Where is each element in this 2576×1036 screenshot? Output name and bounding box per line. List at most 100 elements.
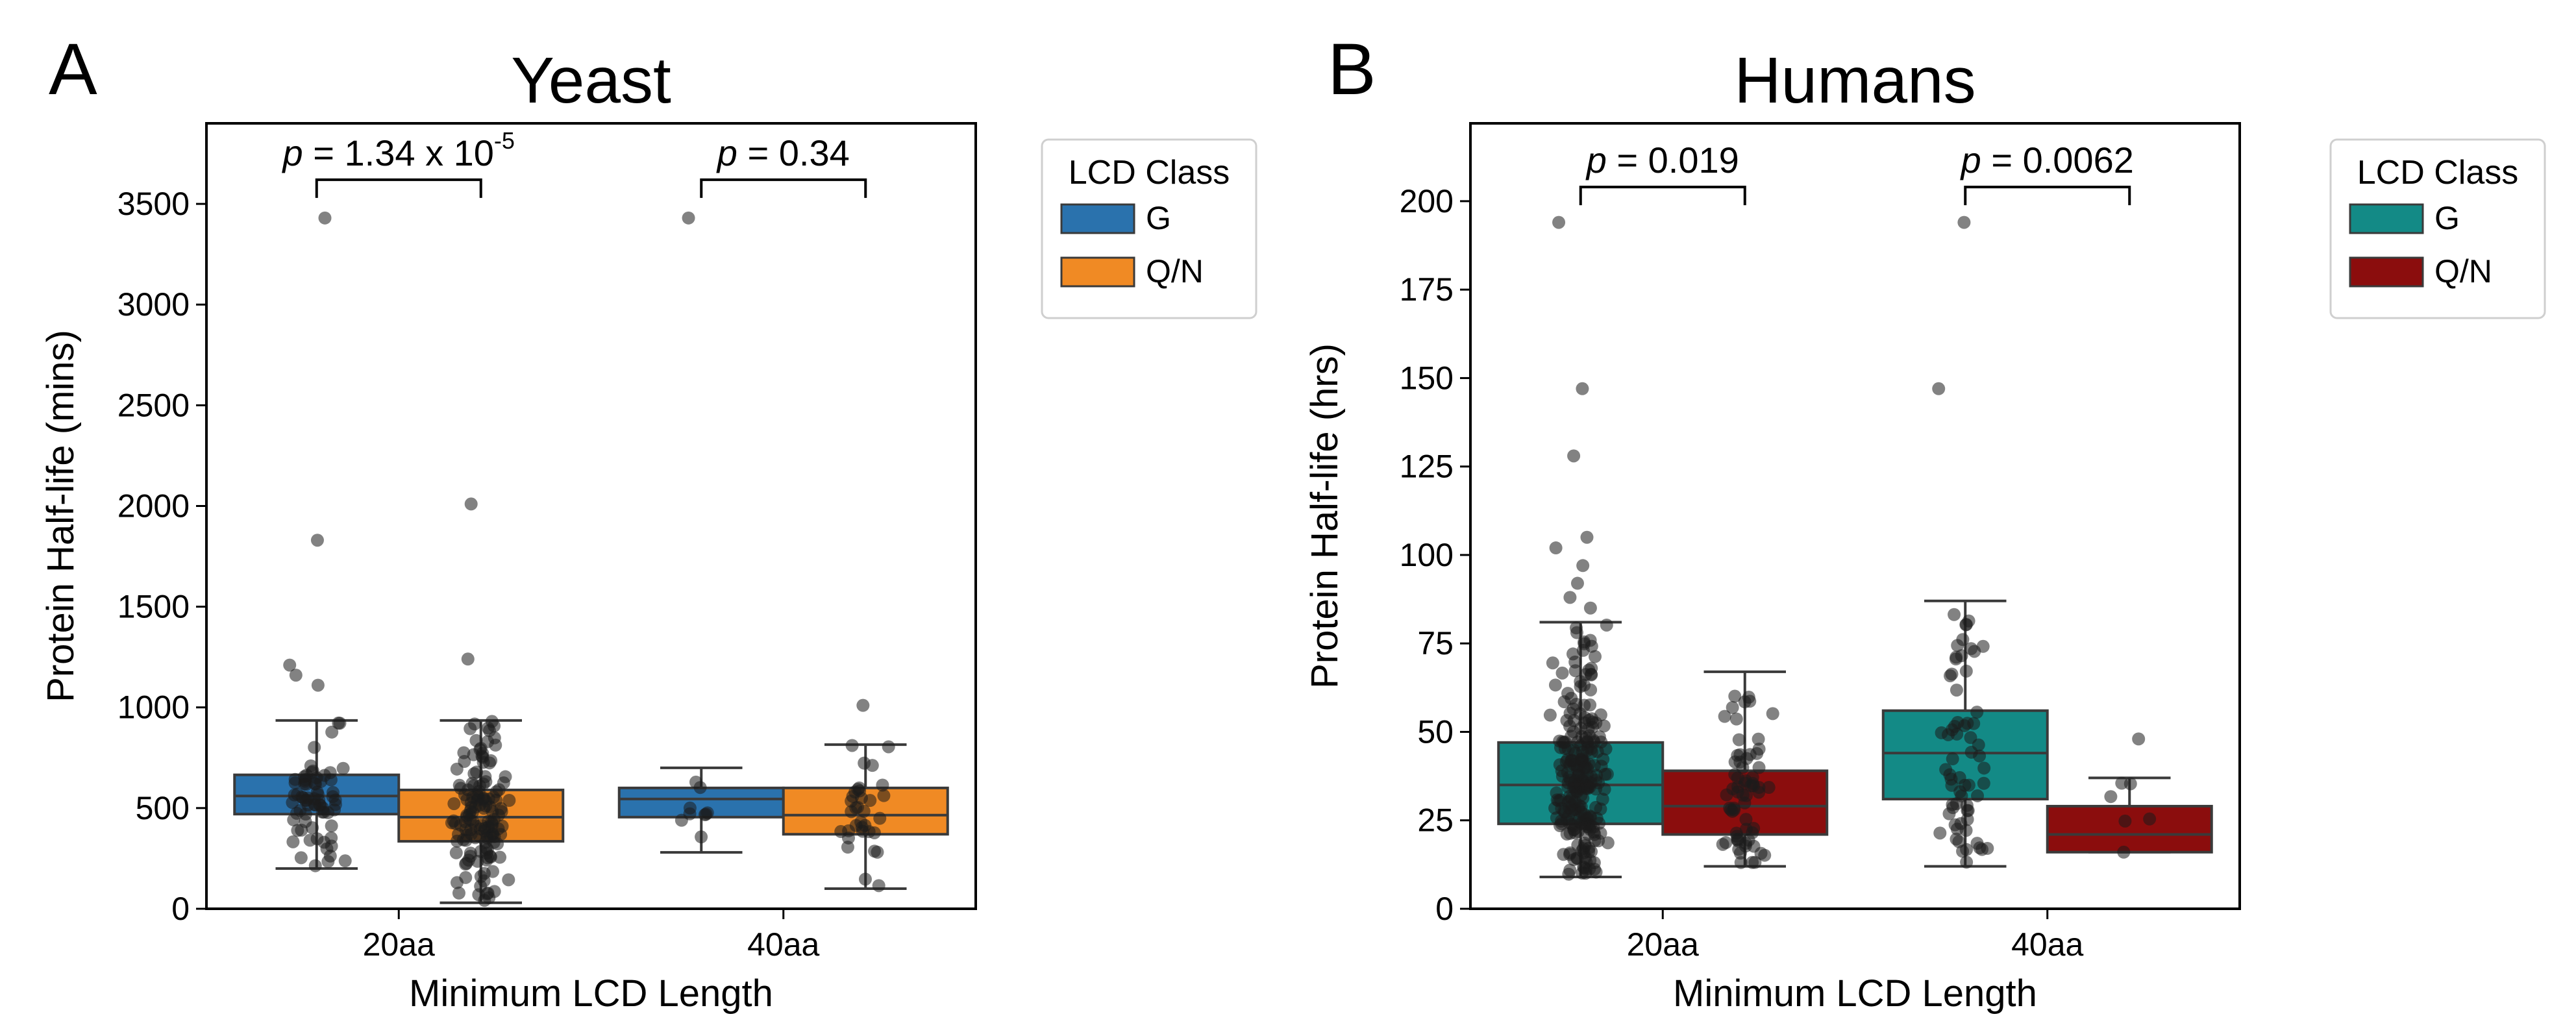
box-qn-20aa — [397, 497, 565, 907]
data-point — [1592, 834, 1605, 848]
data-point — [1583, 601, 1597, 615]
data-point — [308, 741, 321, 754]
data-point — [699, 808, 713, 821]
data-point — [1578, 678, 1591, 692]
data-point — [1588, 650, 1602, 663]
data-point — [1565, 730, 1578, 743]
y-tick-label: 3000 — [118, 286, 190, 323]
data-point — [1948, 818, 1962, 832]
data-point — [858, 872, 872, 886]
data-point — [467, 779, 480, 793]
data-point — [689, 775, 702, 789]
y-tick-label: 150 — [1400, 360, 1454, 396]
data-point — [450, 876, 464, 889]
y-tick-label: 1000 — [118, 689, 190, 726]
legend-swatch-qn — [1060, 256, 1135, 288]
data-point — [291, 824, 304, 837]
data-point — [1563, 706, 1577, 720]
data-point — [477, 874, 491, 887]
data-point — [1946, 798, 1959, 811]
data-point — [1562, 801, 1576, 815]
legend-entry-label: Q/N — [1146, 253, 1204, 290]
data-point — [1726, 700, 1739, 714]
data-point — [877, 789, 891, 802]
data-point — [1567, 449, 1581, 463]
data-point — [502, 873, 515, 887]
p-value-label: p = 0.0062 — [1960, 140, 2134, 180]
data-point — [464, 497, 478, 511]
data-point — [484, 850, 497, 864]
data-point — [464, 722, 477, 735]
p-value-text: = 0.0062 — [1981, 140, 2134, 180]
data-point — [682, 211, 695, 225]
panel-label: A — [49, 29, 97, 110]
data-point — [856, 698, 870, 712]
data-point — [2118, 814, 2132, 828]
data-point — [449, 846, 463, 859]
y-tick-label: 200 — [1400, 183, 1454, 219]
x-tick-label: 40aa — [747, 926, 819, 963]
y-tick-label: 175 — [1400, 271, 1454, 308]
data-point — [863, 794, 877, 808]
legend-swatch-g — [1060, 203, 1135, 234]
data-point — [467, 767, 481, 780]
data-point — [1748, 856, 1762, 869]
data-point — [299, 808, 312, 821]
legend: LCD Class G Q/N — [2329, 138, 2546, 319]
data-point — [1594, 802, 1607, 816]
data-point — [1959, 664, 1973, 678]
box-g-20aa — [233, 211, 401, 872]
data-point — [289, 669, 303, 682]
data-point — [1977, 776, 1990, 790]
data-point — [1577, 761, 1591, 775]
data-point — [857, 804, 871, 818]
data-point — [1952, 835, 1966, 848]
data-point — [1933, 826, 1947, 840]
y-tick-label: 2000 — [118, 487, 190, 524]
p-value-text: = 0.34 — [737, 132, 850, 173]
data-point — [308, 859, 322, 872]
data-point — [325, 819, 338, 833]
data-point — [1968, 645, 1981, 658]
data-point — [474, 845, 488, 858]
data-point — [1568, 782, 1582, 795]
data-point — [1977, 761, 1991, 775]
legend-swatch-qn — [2349, 256, 2424, 288]
data-point — [464, 827, 478, 841]
x-axis-label: Minimum LCD Length — [1673, 972, 2037, 1015]
legend-title: LCD Class — [1069, 154, 1230, 191]
data-point — [2143, 812, 2157, 826]
data-point — [481, 735, 495, 748]
data-point — [310, 534, 324, 547]
data-point — [447, 814, 460, 828]
data-point — [1950, 684, 1963, 697]
data-point — [1739, 837, 1753, 850]
p-value-label: p = 0.019 — [1585, 140, 1739, 180]
data-point — [310, 832, 324, 846]
data-point — [461, 652, 475, 666]
data-point — [1716, 837, 1729, 851]
data-point — [1739, 813, 1753, 826]
p-symbol: p — [1960, 140, 1981, 180]
data-point — [1953, 785, 1967, 798]
legend: LCD Class G Q/N — [1041, 138, 1257, 319]
data-point — [1574, 817, 1588, 830]
data-point — [1962, 778, 1975, 792]
data-point — [1549, 541, 1563, 555]
data-point — [1935, 726, 1948, 739]
p-value-annotation-20aa: p = 1.34 x 10-5 — [282, 127, 515, 198]
data-point — [1580, 731, 1594, 745]
p-symbol: p — [1585, 140, 1607, 180]
y-tick-label: 75 — [1417, 625, 1454, 661]
data-point — [1743, 748, 1757, 761]
data-point — [318, 211, 332, 225]
data-point — [1945, 667, 1959, 681]
p-value-annotation-40aa: p = 0.0062 — [1960, 140, 2134, 206]
data-point — [1563, 591, 1577, 604]
data-point — [299, 778, 313, 791]
data-point — [1728, 755, 1742, 769]
chart-panel-a: A Yeast 0 500 1000 1500 2000 2500 3000 3500 Protei… — [40, 29, 1257, 1015]
y-tick-label: 500 — [136, 790, 190, 826]
data-point — [1732, 733, 1746, 746]
data-point — [480, 828, 494, 842]
